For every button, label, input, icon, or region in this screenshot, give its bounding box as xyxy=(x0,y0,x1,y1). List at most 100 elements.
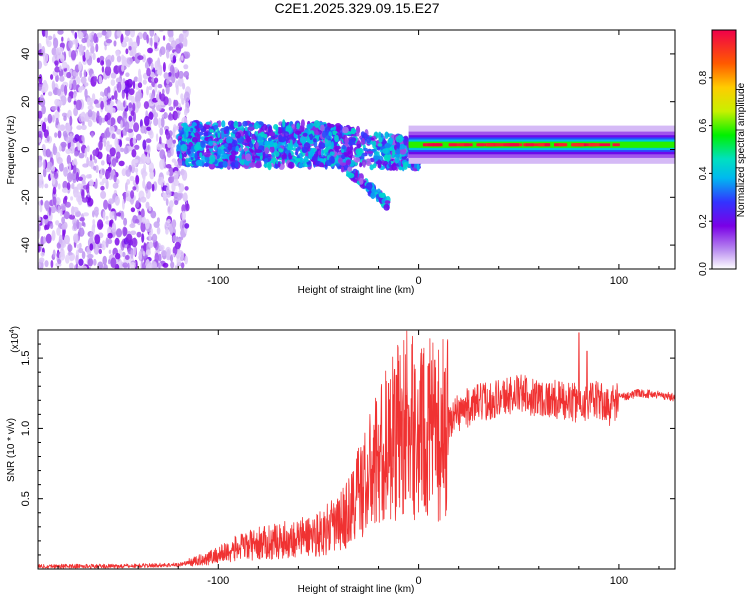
noise-cell xyxy=(98,115,103,126)
noise-cell xyxy=(140,196,147,203)
snr-frame xyxy=(37,329,676,570)
noise-cell xyxy=(144,61,149,69)
band-cell xyxy=(213,124,218,130)
noise-cell xyxy=(105,39,113,44)
spectrogram-y-tick-label: -40 xyxy=(20,237,32,253)
noise-cell xyxy=(48,206,52,217)
noise-cell xyxy=(79,217,85,222)
noise-cell xyxy=(44,224,47,231)
noise-cell xyxy=(182,82,186,90)
noise-cell xyxy=(137,82,143,89)
band-cell xyxy=(401,155,408,160)
noise-cell xyxy=(40,251,45,257)
noise-cell xyxy=(113,40,117,47)
noise-cell xyxy=(73,233,79,243)
noise-cell xyxy=(172,252,175,258)
band-cell xyxy=(234,160,239,169)
noise-cell xyxy=(166,248,171,259)
noise-cell xyxy=(51,114,55,123)
noise-cell xyxy=(116,55,122,63)
noise-cell xyxy=(42,82,49,93)
noise-cell xyxy=(142,79,147,85)
noise-cell xyxy=(95,165,99,173)
noise-cell xyxy=(141,216,147,224)
noise-cell xyxy=(108,249,112,254)
noise-cell xyxy=(106,140,110,147)
noise-cell xyxy=(130,249,134,260)
noise-cell xyxy=(145,249,151,256)
noise-cell xyxy=(65,148,71,154)
noise-cell xyxy=(95,103,102,108)
noise-cell xyxy=(54,111,60,121)
band-cell xyxy=(269,146,275,153)
noise-cell xyxy=(61,224,67,230)
band-cell xyxy=(294,130,302,135)
noise-cell xyxy=(46,168,51,173)
noise-cell xyxy=(80,227,84,236)
band-cell xyxy=(288,152,292,160)
noise-cell xyxy=(54,132,58,138)
noise-cell xyxy=(68,214,76,220)
noise-cell xyxy=(129,262,136,269)
noise-cell xyxy=(60,143,66,152)
snr-y-tick-label: 1.5 xyxy=(20,350,32,365)
narrow-band-peak xyxy=(526,143,534,147)
noise-cell xyxy=(142,250,146,257)
noise-cell xyxy=(133,122,140,133)
noise-cell xyxy=(114,195,120,206)
band-cell xyxy=(384,131,389,139)
noise-cell xyxy=(181,204,186,214)
band-cell xyxy=(329,151,335,156)
noise-cell xyxy=(122,38,127,48)
band-cell xyxy=(289,139,293,148)
noise-cell xyxy=(103,264,108,269)
noise-cell xyxy=(109,105,114,114)
noise-cell xyxy=(103,140,107,147)
noise-cell xyxy=(134,167,139,173)
noise-cell xyxy=(110,72,117,79)
band-cell xyxy=(388,160,392,168)
noise-cell xyxy=(148,111,154,121)
noise-cell xyxy=(143,101,149,110)
noise-cell xyxy=(167,30,174,38)
noise-cell xyxy=(180,262,185,269)
colorbar-gradient xyxy=(712,30,736,269)
noise-cell xyxy=(165,84,170,95)
noise-cell xyxy=(135,175,140,185)
noise-cell xyxy=(50,206,56,214)
noise-cell xyxy=(178,70,184,79)
noise-cell xyxy=(137,77,142,82)
noise-cell xyxy=(96,32,103,38)
noise-cell xyxy=(92,149,99,156)
noise-cell xyxy=(55,47,59,56)
noise-cell xyxy=(104,65,112,77)
band-cell xyxy=(342,126,349,134)
narrow-band-peak xyxy=(531,143,540,147)
band-cell xyxy=(355,170,358,179)
narrow-band-peak xyxy=(424,143,431,147)
band-cell xyxy=(363,147,368,152)
band-cell xyxy=(367,150,374,154)
noise-cell xyxy=(167,46,173,51)
band-cell xyxy=(323,123,327,127)
band-cell xyxy=(365,182,373,190)
noise-cell xyxy=(87,109,93,118)
band-cell xyxy=(340,166,345,173)
noise-cell xyxy=(42,167,47,178)
snr-y-tick-label: 0.5 xyxy=(20,491,32,506)
narrow-band-peak xyxy=(543,143,551,147)
noise-cell xyxy=(158,117,162,128)
narrow-band-peak xyxy=(572,143,578,147)
band-cell xyxy=(230,133,237,138)
noise-cell xyxy=(55,220,60,226)
band-cell xyxy=(245,153,252,162)
noise-cell xyxy=(172,235,177,243)
noise-cell xyxy=(150,228,154,236)
band-cell xyxy=(312,138,317,143)
noise-cell xyxy=(79,86,86,91)
band-cell xyxy=(233,120,239,129)
noise-cell xyxy=(148,57,152,67)
noise-cell xyxy=(67,172,73,183)
noise-cell xyxy=(63,166,68,177)
noise-cell xyxy=(111,54,115,63)
